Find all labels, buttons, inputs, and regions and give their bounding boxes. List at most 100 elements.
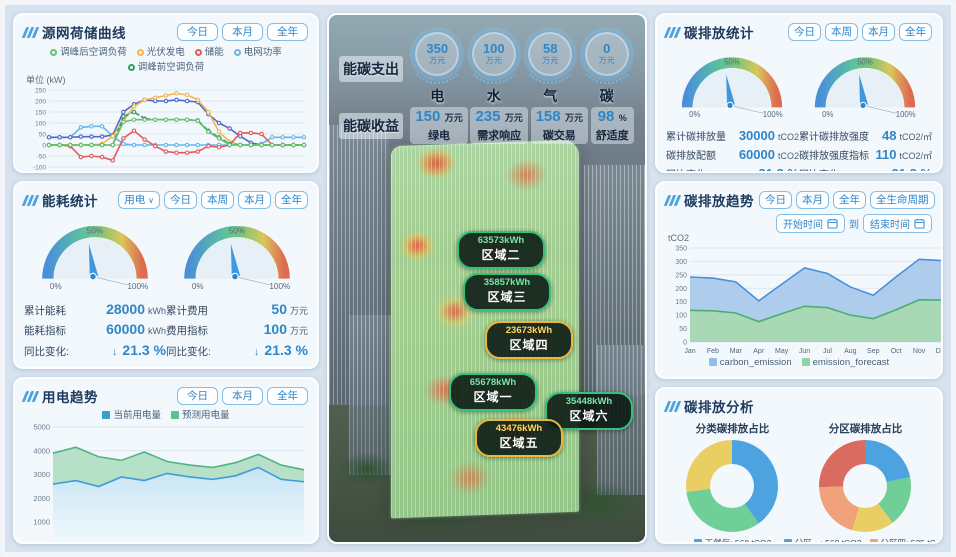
svg-text:100%: 100% (896, 110, 916, 119)
stat-row: 同比变化:↓21.3 % (799, 165, 932, 171)
panel-slashes-icon (21, 390, 40, 402)
filter-today-button[interactable]: 今日 (759, 190, 792, 210)
zone-badge[interactable]: 43476kWh 区域五 (475, 419, 563, 457)
svg-text:Jun: Jun (799, 348, 810, 355)
svg-text:-50: -50 (37, 154, 47, 161)
y-axis-unit-label: 单位 (kW) (26, 75, 66, 85)
svg-text:May: May (775, 348, 789, 355)
svg-text:0%: 0% (50, 282, 62, 291)
donut-title: 分类碳排放占比 (695, 423, 770, 435)
svg-text:50%: 50% (87, 227, 103, 236)
svg-text:9:00: 9:00 (138, 171, 151, 173)
panel-slashes-icon (21, 194, 40, 206)
filter-month-button[interactable]: 本月 (238, 190, 271, 210)
svg-text:12:00: 12:00 (168, 171, 185, 173)
gauge-dial: 0% 50% 100% (814, 57, 916, 119)
filter-today-button[interactable]: 今日 (177, 22, 218, 42)
zone-badge[interactable]: 35857kWh 区域三 (463, 273, 551, 311)
legend-ring-icon (50, 49, 58, 56)
legend-item: 当前用电量 (102, 407, 161, 421)
svg-text:100%: 100% (269, 282, 290, 291)
svg-text:Feb: Feb (707, 348, 719, 355)
filter-month-button[interactable]: 本月 (222, 22, 263, 42)
zone-badge[interactable]: 65678kWh 区域一 (449, 373, 537, 411)
calendar-icon (914, 218, 925, 229)
down-arrow-icon: ↓ (748, 168, 754, 171)
carbon-trend-area-chart: 0 50 100 150 200 250 300 350 Jan Feb Mar Apr May Jun J… (675, 246, 941, 355)
down-arrow-icon: ↓ (881, 168, 887, 171)
gauge-cost: 0% 50% 100% 累计费用 50 万元 费用指标 100 万元 同比变化: ↓ 21.… (166, 213, 308, 361)
zone-donut-chart (819, 440, 912, 532)
filter-year-button[interactable]: 全年 (275, 190, 308, 210)
svg-text:150: 150 (675, 299, 687, 306)
income-item-carbon-trade: 158 万元 碳交易 (530, 107, 589, 144)
filter-year-button[interactable]: 全年 (833, 190, 866, 210)
svg-text:50%: 50% (724, 57, 740, 66)
energy-type-dropdown[interactable]: 用电 ∨ (118, 190, 160, 210)
svg-text:1000: 1000 (33, 518, 50, 527)
filter-year-button[interactable]: 全年 (267, 386, 308, 406)
stat-row: 累计碳排放量 30000 tCO2 (666, 128, 799, 143)
svg-text:150: 150 (35, 110, 46, 117)
svg-text:0: 0 (46, 542, 50, 545)
panel-carbon-stats: 碳排放统计 今日 本周 本月 全年 0% (655, 13, 943, 173)
svg-text:18:00: 18:00 (232, 171, 249, 173)
category-donut-block: 分类碳排放占比 天然气: 568 tCO2热力: 465 tCO2电力: 385… (670, 419, 795, 542)
calendar-icon (827, 218, 838, 229)
svg-text:50%: 50% (229, 227, 245, 236)
income-item-demand-response: 235 万元 需求响应 (470, 107, 528, 144)
category-donut-chart (686, 440, 779, 532)
filter-month-button[interactable]: 本月 (796, 190, 829, 210)
legend-ring-icon (194, 49, 202, 56)
svg-text:24:00: 24:00 (296, 171, 310, 173)
stat-row: 同比变化:↓21.3 % (166, 340, 308, 361)
svg-text:Oct: Oct (891, 348, 902, 355)
legend-ring-icon (233, 49, 241, 56)
down-arrow-icon: ↓ (253, 345, 260, 358)
stat-row: 同比变化:↓21.3 % (666, 165, 799, 171)
legend-item: 电网功率 (233, 44, 282, 58)
svg-text:Mar: Mar (730, 348, 743, 355)
zone-badge[interactable]: 63573kWh 区域二 (457, 231, 545, 269)
y-axis-unit-label: tCO2 (668, 233, 690, 243)
svg-text:Aug: Aug (844, 348, 857, 355)
filter-today-button[interactable]: 今日 (788, 22, 821, 42)
filter-today-button[interactable]: 今日 (164, 190, 197, 210)
panel-title: 用电趋势 (42, 390, 98, 405)
filter-week-button[interactable]: 本周 (201, 190, 234, 210)
filter-lifecycle-button[interactable]: 全生命周期 (870, 190, 935, 210)
end-date-picker[interactable]: 结束时间 (863, 214, 932, 233)
gauge-dial: 0% 50% 100% (681, 57, 783, 119)
legend-box-icon (801, 358, 810, 366)
svg-text:250: 250 (35, 88, 46, 95)
legend-item: 调峰前空调负荷 (127, 59, 204, 73)
expense-item-electricity: 350 万元 电 (407, 31, 468, 106)
gauge-carbon-total: 0% 50% 100% 累计碳排放量 30000 tCO2 碳排放配额 60000 tC… (666, 45, 799, 171)
start-date-picker[interactable]: 开始时间 (776, 214, 845, 233)
filter-month-button[interactable]: 本月 (222, 386, 263, 406)
svg-text:0%: 0% (192, 282, 204, 291)
zone-badge[interactable]: 23673kWh 区域四 (485, 321, 573, 359)
legend-item: 调峰后空调负荷 (50, 44, 127, 58)
svg-text:100: 100 (675, 313, 687, 320)
panel-carbon-trend: 碳排放趋势 今日 本月 全年 全生命周期 开始时间 到 结束时间 (655, 181, 943, 379)
svg-text:0%: 0% (689, 110, 700, 119)
date-to-label: 到 (849, 220, 859, 231)
legend-item: 储能 (194, 44, 224, 58)
income-item-comfort: 98 % 舒适度 (590, 107, 634, 144)
filter-week-button[interactable]: 本周 (825, 22, 858, 42)
legend-box-icon (708, 358, 717, 366)
gauge-carbon-intensity: 0% 50% 100% 累计碳排放强度 48 tCO2/㎡ 碳排放强度指标 110 tC… (799, 45, 932, 171)
donut-legend: 天然气: 568 tCO2热力: 465 tCO2电力: 385 tCO2 (693, 537, 771, 542)
panel-source-grid-curve: 源网荷储曲线 今日 本月 全年 调峰后空调负荷 光伏发电 储能 电网功率 调峰前… (13, 13, 319, 173)
filter-today-button[interactable]: 今日 (177, 386, 218, 406)
svg-text:0: 0 (683, 340, 687, 347)
svg-text:50: 50 (679, 326, 687, 333)
svg-text:3:00: 3:00 (75, 171, 88, 173)
filter-year-button[interactable]: 全年 (267, 22, 308, 42)
stat-row: 累计能耗 28000 kWh (24, 301, 166, 317)
panel-energy-stats: 能耗统计 用电 ∨ 今日 本周 本月 全年 (13, 181, 319, 369)
filter-year-button[interactable]: 全年 (899, 22, 932, 42)
chevron-down-icon: ∨ (148, 195, 154, 205)
filter-month-button[interactable]: 本月 (862, 22, 895, 42)
